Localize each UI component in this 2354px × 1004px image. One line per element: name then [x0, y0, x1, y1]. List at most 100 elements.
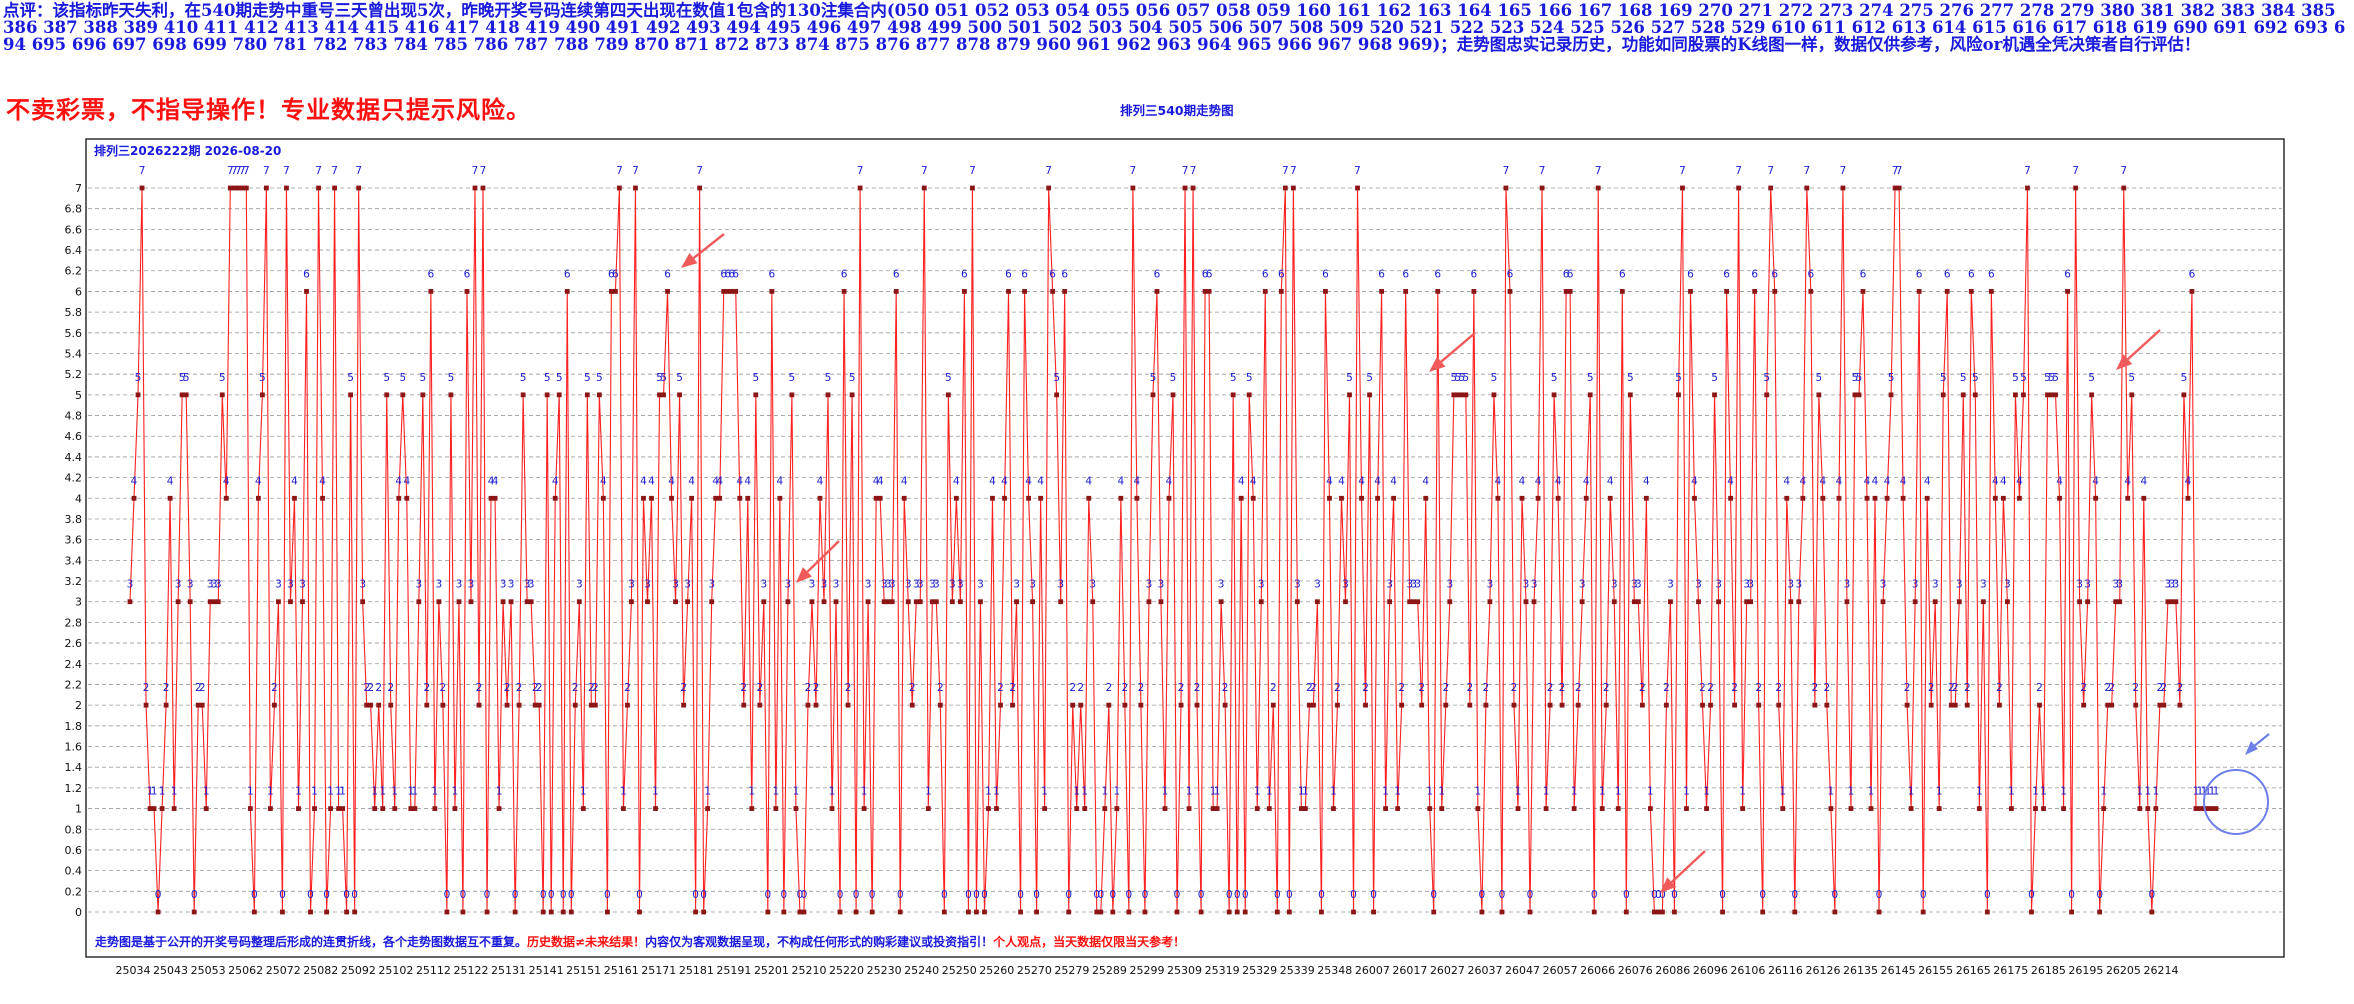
- data-label: 3: [1029, 579, 1036, 591]
- data-point: [1555, 495, 1561, 501]
- data-point: [344, 909, 350, 915]
- data-label: 4: [319, 475, 326, 487]
- data-point: [1371, 909, 1376, 915]
- y-tick-label: 5.8: [65, 306, 83, 319]
- data-point: [504, 702, 510, 708]
- data-label: 3: [1294, 579, 1301, 591]
- data-point: [332, 185, 337, 191]
- data-point: [1920, 909, 1926, 915]
- data-point: [789, 392, 795, 398]
- data-point: [1583, 495, 1589, 501]
- data-label: 1: [829, 786, 836, 798]
- data-point: [945, 392, 951, 398]
- data-point: [1988, 289, 1994, 294]
- data-label: 3: [809, 579, 816, 591]
- data-point: [1298, 806, 1304, 811]
- data-point: [1074, 806, 1080, 811]
- data-label: 1: [171, 786, 178, 798]
- data-point: [1210, 806, 1216, 811]
- data-point: [364, 702, 370, 708]
- data-label: 7: [857, 165, 864, 177]
- data-point: [1547, 702, 1553, 708]
- data-label: 5: [1491, 372, 1498, 384]
- data-label: 3: [2173, 579, 2180, 591]
- annotation-arrow-blue: [2245, 733, 2270, 755]
- data-point: [183, 392, 189, 398]
- data-point: [1848, 806, 1854, 811]
- data-label: 1: [861, 786, 868, 798]
- data-label: 0: [1033, 889, 1040, 901]
- y-tick-label: 1.6: [65, 741, 83, 754]
- data-point: [1042, 806, 1048, 811]
- data-label: 6: [1005, 268, 1012, 280]
- data-point: [1202, 289, 1208, 294]
- data-point: [1455, 392, 1461, 398]
- data-point: [1403, 289, 1409, 294]
- x-tick-label: 25053: [191, 964, 226, 977]
- data-label: 7: [315, 165, 322, 177]
- data-label: 4: [1924, 475, 1931, 487]
- data-point: [1463, 392, 1469, 398]
- data-label: 7: [355, 165, 362, 177]
- data-label: 2: [1663, 682, 1670, 694]
- disclaimer-part-1: 走势图是基于公开的开奖号码整理后形成的连贯折线，各个走势图数据互不重复。: [95, 934, 527, 949]
- data-point: [1704, 806, 1709, 811]
- y-tick-label: 1.8: [65, 720, 83, 733]
- data-point: [1082, 806, 1088, 811]
- data-label: 4: [488, 475, 495, 487]
- data-label: 3: [436, 579, 443, 591]
- data-label: 1: [1908, 786, 1915, 798]
- data-point: [1507, 289, 1513, 294]
- data-label: 5: [1940, 372, 1947, 384]
- data-point: [1407, 599, 1413, 605]
- data-label: 0: [692, 889, 699, 901]
- data-label: 3: [468, 579, 475, 591]
- data-label: 1: [1739, 786, 1746, 798]
- data-point: [520, 392, 526, 398]
- data-point: [917, 599, 923, 605]
- data-label: 3: [2004, 579, 2011, 591]
- data-point: [625, 702, 630, 708]
- data-point: [1688, 289, 1693, 294]
- data-point: [592, 702, 598, 708]
- data-point: [408, 806, 414, 811]
- data-label: 2: [1009, 682, 1016, 694]
- data-point: [2005, 599, 2010, 605]
- data-point: [227, 185, 233, 191]
- data-point: [420, 392, 426, 398]
- data-point: [1796, 599, 1802, 605]
- data-point: [488, 495, 494, 501]
- y-tick-label: 1.2: [65, 782, 83, 795]
- data-point: [1736, 185, 1742, 191]
- data-label: 2: [1775, 682, 1782, 694]
- data-label: 0: [1065, 889, 1072, 901]
- data-label: 3: [833, 579, 840, 591]
- data-label: 6: [1563, 268, 1570, 280]
- data-label: 5: [448, 372, 455, 384]
- data-point: [1651, 909, 1657, 915]
- data-point: [2057, 495, 2062, 501]
- x-tick-label: 25082: [303, 964, 338, 977]
- data-label: 6: [1278, 268, 1285, 280]
- data-label: 1: [1113, 786, 1120, 798]
- y-tick-label: 3.8: [65, 513, 83, 526]
- data-label: 1: [2040, 786, 2047, 798]
- data-label: 2: [516, 682, 523, 694]
- data-point: [163, 702, 169, 708]
- data-label: 0: [1655, 889, 1662, 901]
- data-label: 4: [1884, 475, 1891, 487]
- x-tick-label: 25279: [1054, 964, 1089, 977]
- data-label: 3: [1446, 579, 1453, 591]
- data-point: [649, 495, 654, 501]
- data-point: [1459, 392, 1465, 398]
- data-point: [689, 495, 695, 501]
- data-label: 3: [1743, 579, 1750, 591]
- data-point: [1010, 702, 1015, 708]
- data-label: 3: [889, 579, 896, 591]
- data-label: 0: [1198, 889, 1205, 901]
- y-tick-label: 4.6: [65, 430, 83, 443]
- data-label: 1: [379, 786, 386, 798]
- data-point: [621, 806, 626, 811]
- data-point: [2153, 806, 2159, 811]
- data-label: 2: [1824, 682, 1831, 694]
